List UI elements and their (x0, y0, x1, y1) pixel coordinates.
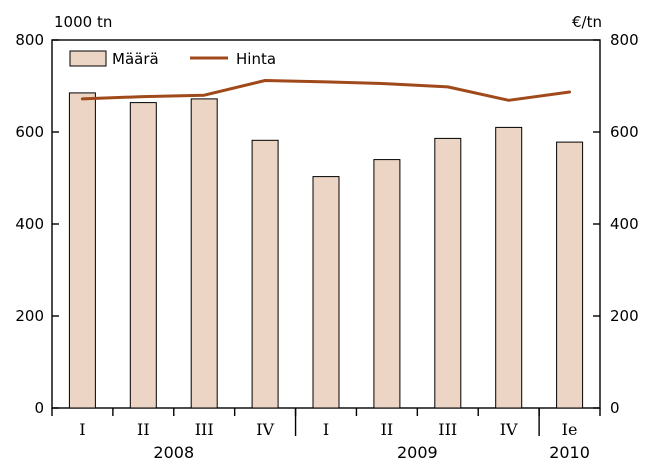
right-tick-label: 200 (610, 307, 639, 325)
right-tick-label: 600 (610, 123, 639, 141)
x-tick-label: I (79, 420, 85, 439)
x-tick-label: II (137, 420, 150, 439)
bar-3 (190, 98, 218, 409)
x-tick-label: IV (500, 420, 518, 439)
year-label: 2008 (153, 443, 194, 461)
x-tick-label: I (323, 420, 329, 439)
left-tick-label: 800 (15, 31, 44, 49)
x-tick-label: III (195, 420, 214, 439)
left-axis-unit: 1000 tn (54, 13, 112, 31)
left-axis: 0 200 400 600 800 (15, 31, 59, 417)
right-tick-label: 400 (610, 215, 639, 233)
x-tick-label: II (381, 420, 394, 439)
bar-8 (495, 126, 523, 409)
bar-5 (312, 176, 340, 409)
bar-2 (129, 102, 157, 409)
left-tick-label: 200 (15, 307, 44, 325)
legend-swatch-maara (69, 50, 107, 67)
right-axis-unit: €/tn (572, 13, 602, 31)
hinta-line (80, 79, 572, 102)
year-label: 2009 (397, 443, 438, 461)
line-series (80, 79, 572, 102)
bar-1 (68, 92, 96, 409)
left-tick-label: 600 (15, 123, 44, 141)
legend: Määrä Hinta (69, 50, 276, 68)
x-tick-label: IV (256, 420, 274, 439)
right-tick-label: 0 (610, 399, 620, 417)
bar-4 (251, 139, 279, 409)
right-tick-label: 800 (610, 31, 639, 49)
x-tick-label: III (438, 420, 457, 439)
bar-series (68, 92, 584, 409)
right-axis: 0 200 400 600 800 (593, 31, 639, 417)
legend-label-hinta: Hinta (236, 50, 276, 68)
bar-6 (373, 159, 401, 409)
year-label: 2010 (549, 443, 590, 461)
left-tick-label: 400 (15, 215, 44, 233)
x-tick-label: Ie (562, 420, 578, 439)
bar-7 (434, 137, 462, 409)
left-tick-label: 0 (34, 399, 44, 417)
bar-9 (556, 141, 584, 409)
legend-label-maara: Määrä (112, 50, 159, 68)
